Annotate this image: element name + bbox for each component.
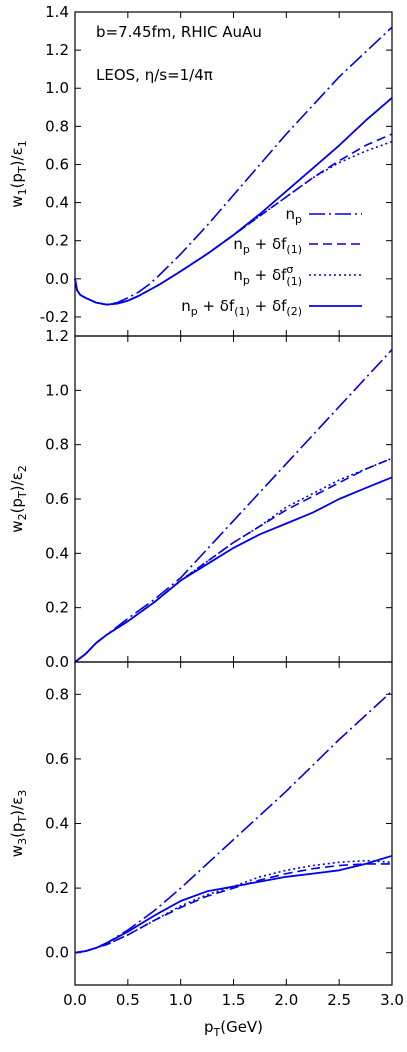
y-tick-label: 0.0 [45, 653, 69, 671]
legend-term: + δf [250, 235, 287, 253]
y-tick-label: 1.2 [45, 327, 69, 345]
panel-2: 0.00.20.40.60.81.01.2w2(pT)/ε2 [8, 327, 393, 671]
legend-n: n [181, 297, 191, 315]
y-tick-label: 0.4 [45, 544, 69, 562]
series-4-line [74, 854, 393, 954]
y-label-p: (p [8, 173, 26, 188]
legend-term: + δf [250, 266, 287, 284]
legend-sup: σ [286, 263, 293, 276]
legend-label-4: np + δf(1) + δf(2) [181, 297, 302, 318]
x-label-p: p [204, 1018, 214, 1036]
annotation-eos: LEOS, η/s=1/4π [96, 66, 213, 84]
legend-label-1: np [286, 205, 303, 226]
legend-sub: (2) [286, 305, 302, 318]
y-label-w: w [8, 520, 26, 532]
panel-3: 0.00.20.40.60.8w3(pT)/ε3 [8, 661, 393, 986]
series-4-line [74, 97, 393, 306]
y-label-epsilon: )/ε [8, 147, 26, 166]
series-3-line [74, 457, 393, 663]
series-2-line [74, 457, 393, 663]
panel-frame [74, 335, 393, 663]
legend-n: n [286, 205, 296, 223]
y-label-epsilon: )/ε [8, 472, 26, 491]
panel-frame [74, 11, 393, 337]
x-label-unit: (GeV) [220, 1018, 263, 1036]
y-tick-label: 0.4 [45, 815, 69, 833]
y-axis-label: w2(pT)/ε2 [8, 465, 29, 532]
y-label-eps-sub: 1 [16, 140, 29, 147]
x-tick-label: 2.0 [274, 991, 298, 1009]
y-label-w: w [8, 195, 26, 207]
legend-sub: (1) [286, 243, 302, 256]
y-label-w-sub: 1 [16, 188, 29, 195]
y-label-w-sub: 2 [16, 513, 29, 520]
y-tick-label: 0.2 [45, 599, 69, 617]
y-tick-label: 0.8 [45, 685, 69, 703]
y-label-p: (p [8, 498, 26, 513]
series-1-line [74, 349, 393, 663]
y-tick-label: 0.2 [45, 879, 69, 897]
y-tick-label: 1.4 [45, 3, 69, 21]
y-axis-label: w3(pT)/ε3 [8, 790, 29, 857]
panel-1: -0.20.00.20.40.60.81.01.21.4w1(pT)/ε1 [8, 3, 393, 337]
y-label-p-sub: T [16, 816, 29, 824]
x-tick-label: 2.5 [327, 991, 351, 1009]
x-label-sub: T [212, 1026, 220, 1039]
y-tick-label: 1.0 [45, 79, 69, 97]
y-tick-label: 1.2 [45, 41, 69, 59]
x-tick-label: 1.5 [222, 991, 246, 1009]
y-label-epsilon: )/ε [8, 797, 26, 816]
series-2-line [74, 863, 392, 954]
legend-sub: p [243, 274, 250, 287]
legend-n: n [233, 266, 243, 284]
x-axis-label: pT(GeV) [204, 1018, 263, 1039]
y-label-w: w [8, 845, 26, 857]
y-tick-label: 0.8 [45, 436, 69, 454]
y-axis-label: w1(pT)/ε1 [8, 140, 29, 207]
y-tick-label: 0.2 [45, 232, 69, 250]
y-tick-label: 0.8 [45, 117, 69, 135]
legend-sub: (1) [234, 305, 250, 318]
legend-sub: p [243, 243, 250, 256]
y-tick-label: 0.6 [45, 155, 69, 173]
y-tick-label: 0.6 [45, 490, 69, 508]
y-tick-label: 0.0 [45, 270, 69, 288]
y-tick-label: 0.4 [45, 194, 69, 212]
legend-label-2: np + δf(1) [233, 235, 302, 256]
series-4-line [74, 476, 393, 663]
y-label-eps-sub: 2 [16, 465, 29, 472]
x-tick-label: 0.5 [116, 991, 140, 1009]
series-3-line [74, 859, 393, 954]
series-1-line [74, 690, 393, 954]
y-label-w-sub: 3 [16, 838, 29, 845]
y-tick-label: -0.2 [40, 308, 69, 326]
annotation-collision: b=7.45fm, RHIC AuAu [96, 23, 262, 41]
y-label-eps-sub: 3 [16, 790, 29, 797]
x-tick-label: 1.0 [169, 991, 193, 1009]
legend-n: n [233, 235, 243, 253]
legend-sub: p [191, 305, 198, 318]
legend-term: + δf [198, 297, 235, 315]
legend-sub: (1) [286, 275, 302, 288]
x-tick-label: 0.0 [63, 991, 87, 1009]
y-label-p: (p [8, 823, 26, 838]
y-label-p-sub: T [16, 166, 29, 174]
y-tick-label: 1.0 [45, 381, 69, 399]
legend-label-3: np + δfσ (1) [233, 263, 302, 288]
y-label-p-sub: T [16, 491, 29, 499]
y-tick-label: 0.0 [45, 944, 69, 962]
legend-sub: p [295, 213, 302, 226]
legend-term: + δf [250, 297, 287, 315]
x-tick-label: 3.0 [380, 991, 404, 1009]
y-tick-label: 0.6 [45, 750, 69, 768]
